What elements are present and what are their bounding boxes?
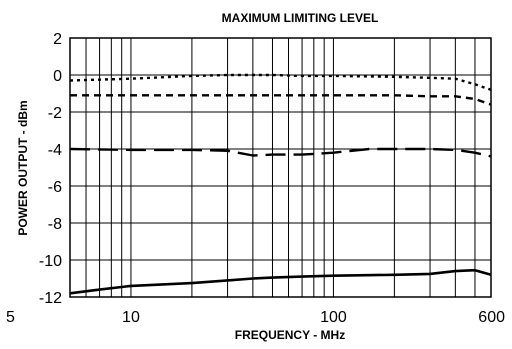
y-tick-label: -6 — [48, 179, 62, 196]
series-line-long-dash — [69, 147, 492, 158]
series-line-solid — [69, 268, 492, 295]
y-tick-label: -8 — [48, 216, 62, 233]
series-layer — [69, 73, 492, 295]
plot-frame — [69, 37, 492, 298]
series-line-short-dash — [70, 94, 492, 106]
x-tick-label: 10 — [122, 309, 140, 326]
y-tick-label: 2 — [53, 31, 62, 48]
y-tick-labels: 2 0 -2 -4 -6 -8 -10 -12 — [39, 31, 62, 307]
chart-title: MAXIMUM LIMITING LEVEL — [222, 11, 379, 25]
x-axis-label: FREQUENCY - MHz — [235, 328, 345, 342]
y-tick-label: -4 — [48, 142, 62, 159]
y-tick-label: -2 — [48, 105, 62, 122]
series-line-dotted — [69, 73, 492, 91]
x-tick-labels: 5 10 100 600 — [6, 309, 505, 326]
plot-grid — [69, 37, 492, 298]
y-tick-label: 0 — [53, 68, 62, 85]
x-tick-label: 5 — [6, 309, 15, 326]
y-tick-label: -12 — [39, 290, 62, 307]
y-tick-label: -10 — [39, 253, 62, 270]
x-tick-label: 100 — [320, 309, 347, 326]
x-tick-label: 600 — [478, 309, 505, 326]
y-axis-label: POWER OUTPUT - dBm — [16, 100, 30, 235]
